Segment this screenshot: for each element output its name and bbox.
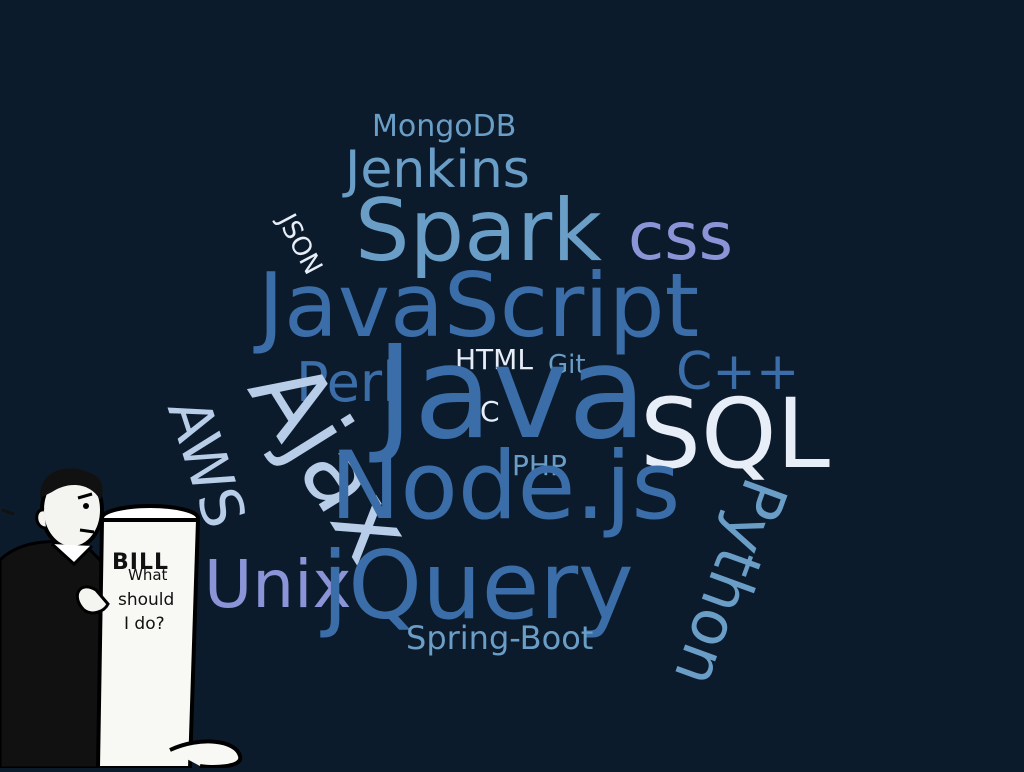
word-css: css [628,198,734,275]
question-line3: I do? [124,614,165,634]
word-jenkins: Jenkins [345,140,530,200]
word-spark: Spark [355,181,603,281]
man-reading-scroll-icon: BILL What should I do? [0,440,260,770]
word-spring-boot: Spring-Boot [406,619,594,657]
word-perl: Perl [296,351,398,414]
word-jquery: jQuery [322,532,634,641]
word-c: C [480,395,500,428]
word-mongodb: MongoDB [372,109,517,144]
bill-label: BILL [112,550,169,575]
question-line1: What [128,566,168,584]
word-unix: Unix [204,546,352,623]
word-php: PHP [512,449,567,482]
question-line2: should [118,590,175,610]
word-nodejs: Node.js [330,432,681,541]
word-html: HTML [455,343,533,376]
word-python: Python [659,469,802,697]
word-cpp: C++ [676,342,800,402]
word-git: Git [548,350,586,380]
word-java: Java [376,319,647,468]
word-javascript: JavaScript [258,254,700,357]
word-sql: SQL [640,378,830,490]
